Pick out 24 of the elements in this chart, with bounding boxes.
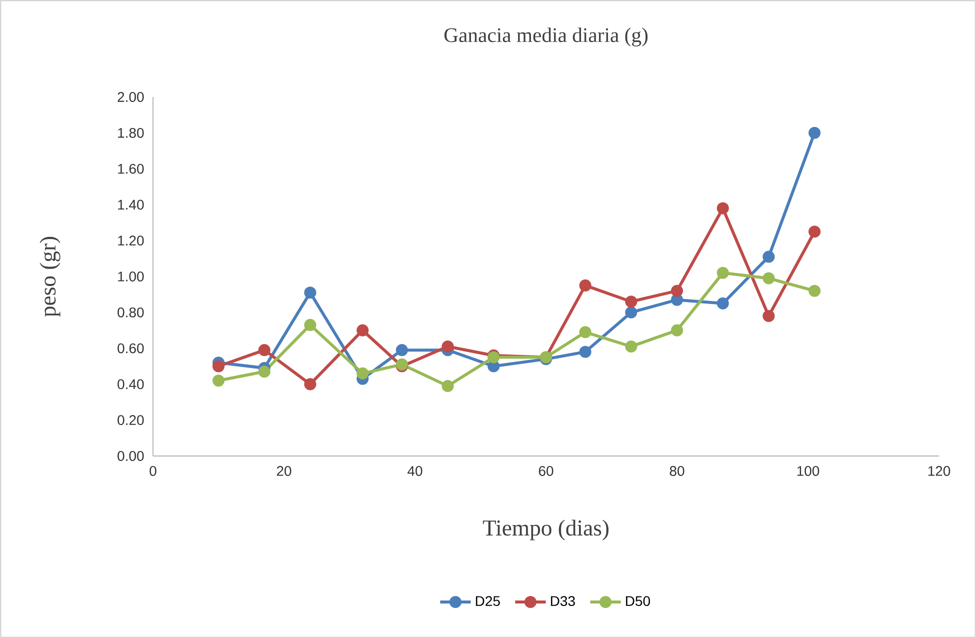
y-tick-label: 2.00: [118, 92, 144, 102]
y-tick-label: 1.80: [118, 128, 144, 138]
y-tick-label: 1.60: [118, 164, 144, 174]
y-tick-label: 0.00: [118, 451, 144, 461]
x-tick-label: 0: [150, 466, 156, 476]
x-tick-label: 100: [797, 466, 820, 476]
x-tick-label: 60: [538, 466, 554, 476]
y-tick-label: 0.20: [118, 415, 144, 426]
y-tick-label: 1.20: [118, 236, 144, 246]
legend-label: D33: [550, 596, 575, 606]
legend-label: D50: [626, 596, 650, 606]
x-axis-title: Tiempo (dias): [482, 520, 608, 540]
y-axis-title: peso (gr): [40, 236, 60, 317]
y-tick-label: 1.00: [118, 272, 144, 282]
legend-label: D25: [476, 596, 500, 606]
chart-title: Ganacia media diaria (g): [444, 28, 648, 46]
y-tick-label: 1.40: [118, 200, 144, 210]
y-tick-label: 0.40: [118, 379, 144, 390]
x-tick-label: 20: [276, 466, 292, 476]
y-tick-label: 0.60: [118, 343, 144, 354]
x-tick-label: 80: [670, 466, 684, 476]
x-tick-label: 120: [928, 466, 950, 476]
y-tick-label: 0.80: [118, 307, 144, 318]
x-tick-label: 40: [408, 466, 422, 476]
